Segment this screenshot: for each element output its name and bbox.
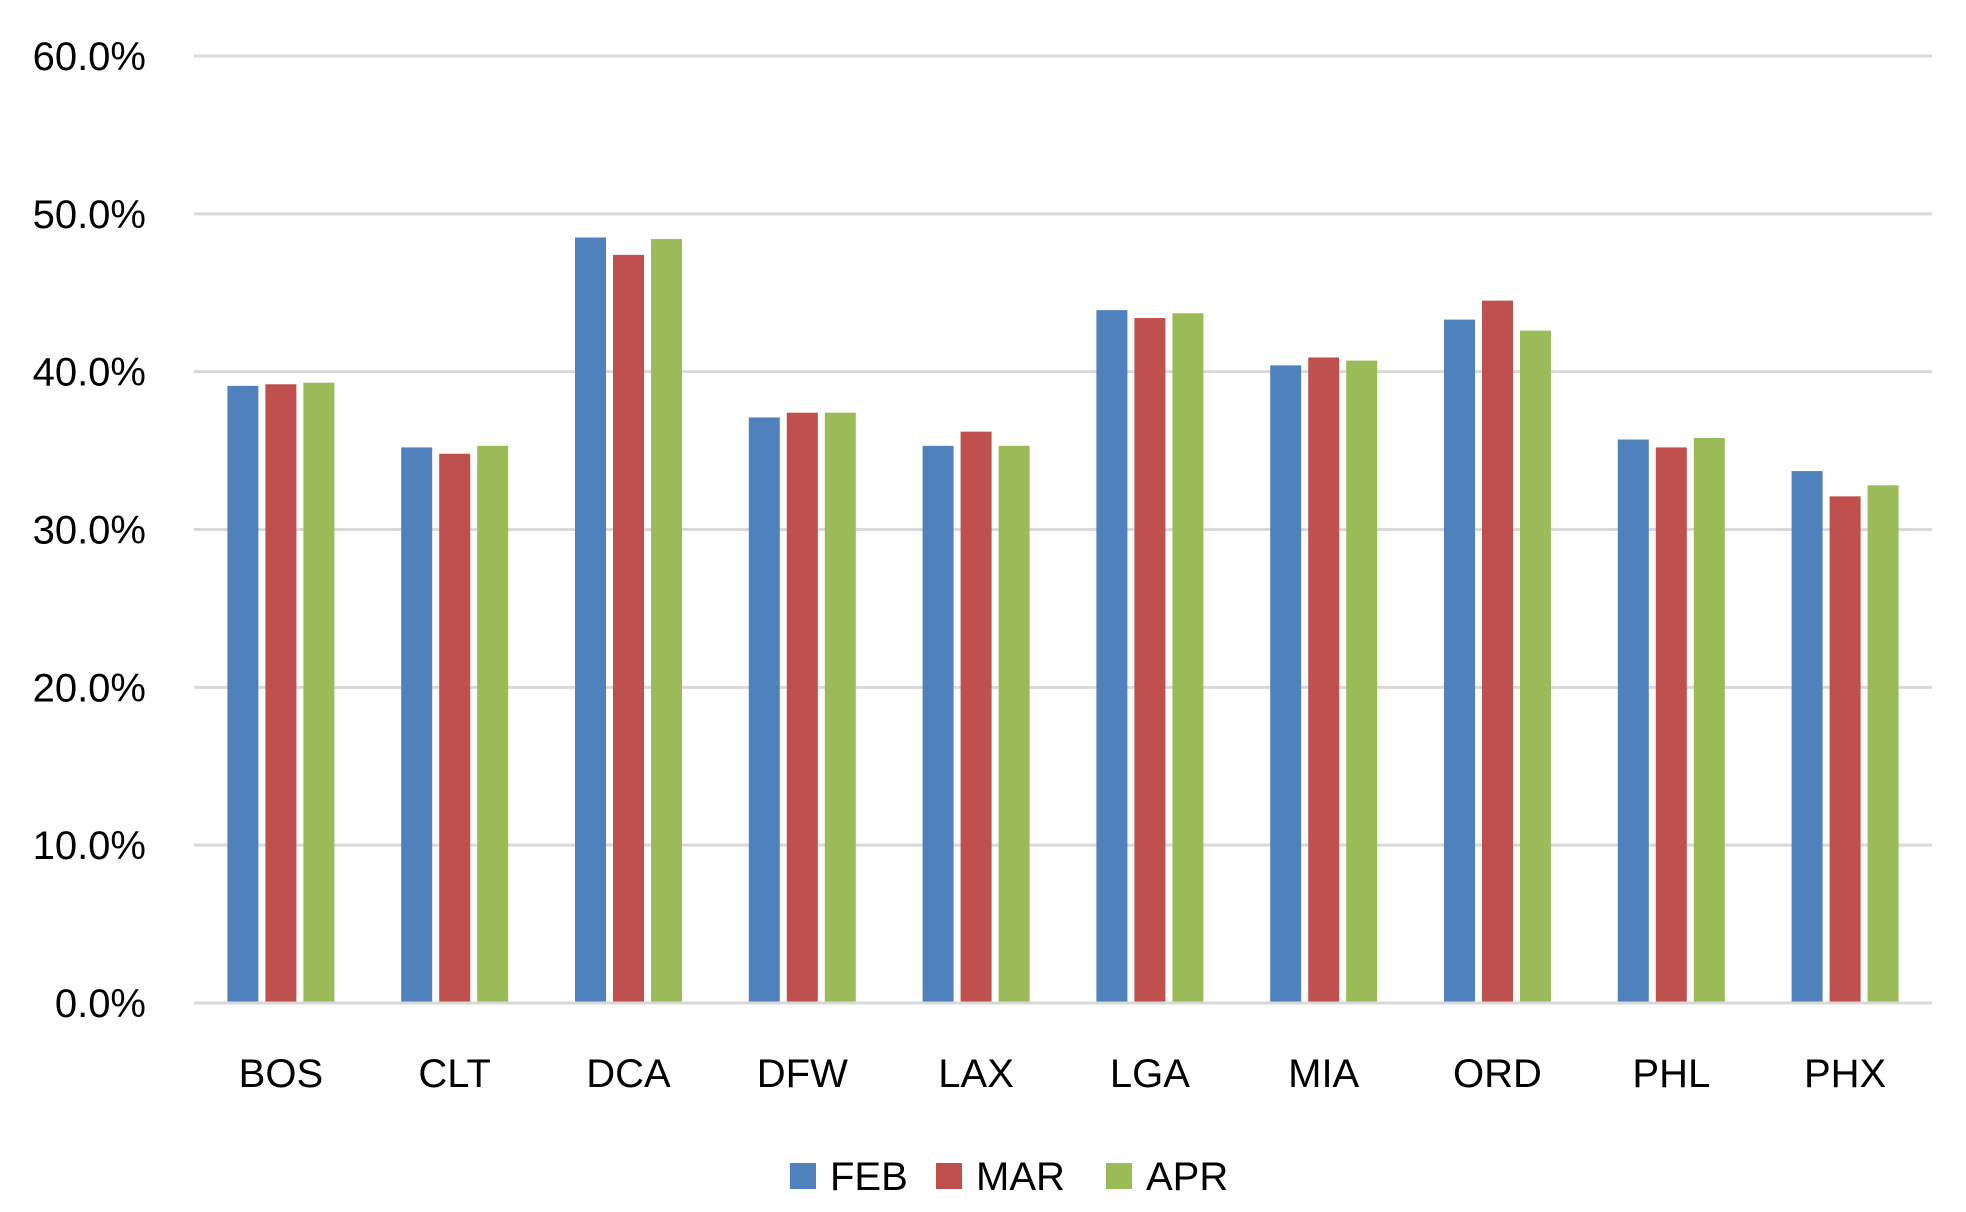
- legend-label: APR: [1146, 1155, 1228, 1199]
- x-axis-category-labels: BOS CLT DCA DFW LAX LGA MIA ORD PHL PHX: [239, 1052, 1887, 1096]
- bar-mar-bos: [265, 384, 297, 1003]
- bar-apr-lga: [1172, 313, 1204, 1004]
- bar-apr-mia: [1346, 360, 1378, 1003]
- legend-label: MAR: [976, 1155, 1065, 1199]
- bar-mar-phx: [1829, 496, 1861, 1003]
- bar-apr-ord: [1520, 330, 1551, 1003]
- bar-feb-mia: [1270, 365, 1302, 1003]
- bar-apr-clt: [477, 445, 509, 1003]
- bar-mar-lga: [1134, 318, 1166, 1004]
- legend: FEB MAR APR: [790, 1155, 1228, 1199]
- x-category-label: CLT: [418, 1052, 491, 1096]
- legend-item-mar: MAR: [936, 1155, 1065, 1199]
- x-category-label: PHX: [1804, 1052, 1886, 1096]
- bar-mar-lax: [960, 431, 992, 1004]
- legend-item-feb: FEB: [790, 1155, 908, 1199]
- legend-swatch: [790, 1163, 816, 1189]
- bar-apr-dca: [651, 239, 682, 1003]
- bar-mar-dfw: [786, 412, 818, 1003]
- bar-feb-phx: [1791, 471, 1823, 1003]
- legend-swatch: [936, 1163, 962, 1189]
- y-axis-tick-labels: 0.0% 10.0% 20.0% 30.0% 40.0% 50.0% 60.0%: [33, 35, 146, 1026]
- y-tick-label: 0.0%: [55, 982, 146, 1026]
- bar-apr-phx: [1867, 485, 1899, 1004]
- y-tick-label: 60.0%: [33, 35, 146, 79]
- x-category-label: LGA: [1110, 1052, 1190, 1096]
- bar-mar-dca: [613, 254, 644, 1003]
- bar-apr-bos: [303, 382, 335, 1004]
- bar-mar-ord: [1482, 300, 1513, 1003]
- bar-mar-phl: [1655, 447, 1687, 1004]
- bars: [227, 237, 1899, 1004]
- bar-feb-bos: [227, 385, 259, 1003]
- bar-feb-dfw: [748, 417, 780, 1003]
- x-category-label: LAX: [938, 1052, 1014, 1096]
- bar-feb-clt: [401, 447, 433, 1004]
- bar-feb-lax: [922, 445, 954, 1003]
- y-tick-label: 10.0%: [33, 824, 146, 868]
- bar-mar-clt: [439, 453, 471, 1003]
- legend-item-apr: APR: [1106, 1155, 1228, 1199]
- x-category-label: PHL: [1632, 1052, 1710, 1096]
- bar-feb-phl: [1617, 439, 1649, 1003]
- bar-feb-lga: [1096, 310, 1128, 1003]
- y-tick-label: 20.0%: [33, 666, 146, 710]
- bar-mar-mia: [1308, 357, 1340, 1003]
- x-category-label: DCA: [586, 1052, 671, 1096]
- y-tick-label: 30.0%: [33, 509, 146, 553]
- bar-apr-dfw: [824, 412, 856, 1003]
- x-category-label: MIA: [1288, 1052, 1359, 1096]
- y-tick-label: 40.0%: [33, 351, 146, 395]
- x-category-label: DFW: [757, 1052, 848, 1096]
- bar-apr-lax: [998, 445, 1030, 1003]
- legend-swatch: [1106, 1163, 1132, 1189]
- y-tick-label: 50.0%: [33, 193, 146, 237]
- bar-feb-dca: [575, 237, 606, 1004]
- x-category-label: BOS: [239, 1052, 323, 1096]
- legend-label: FEB: [830, 1155, 908, 1199]
- bar-feb-ord: [1444, 319, 1475, 1003]
- x-category-label: ORD: [1453, 1052, 1542, 1096]
- bar-apr-phl: [1693, 437, 1725, 1003]
